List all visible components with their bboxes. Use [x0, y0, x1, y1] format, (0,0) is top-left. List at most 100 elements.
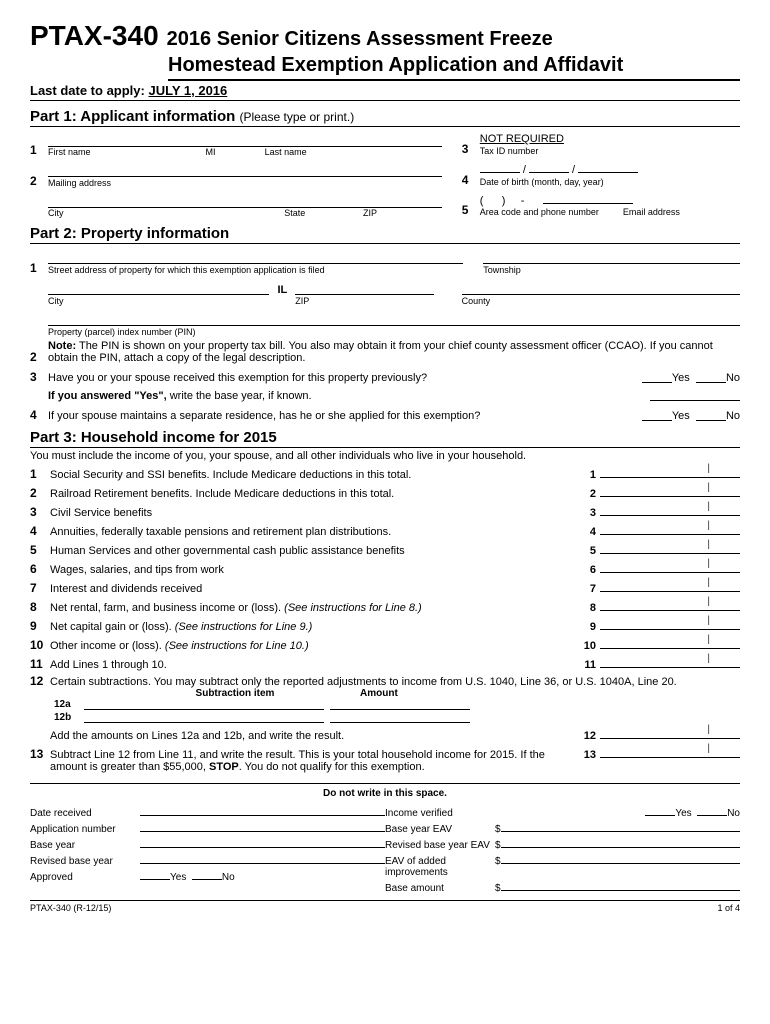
- footer-input[interactable]: [140, 853, 385, 864]
- line-num: 4: [30, 524, 50, 538]
- line-rnum: 4: [576, 526, 596, 538]
- line-num: 1: [30, 467, 50, 481]
- footer-input[interactable]: [501, 880, 740, 891]
- l12-rnum: 12: [576, 730, 596, 742]
- l12a-amt-input[interactable]: [330, 699, 470, 710]
- line-num: 3: [30, 505, 50, 519]
- apply-label: Last date to apply:: [30, 83, 145, 98]
- footer-input[interactable]: [501, 837, 740, 848]
- line-amt-input[interactable]: [600, 560, 740, 573]
- p1-num3: 3: [462, 142, 480, 156]
- q3b-rest: write the base year, if known.: [170, 390, 312, 402]
- part1-paren: (Please type or print.): [239, 110, 354, 124]
- line-desc: Other income or (loss). (See instruction…: [50, 640, 576, 652]
- prop-street-label: Street address of property for which thi…: [48, 265, 463, 275]
- line-desc: Civil Service benefits: [50, 507, 576, 519]
- footer-label: Base year: [30, 840, 140, 851]
- iv-yes[interactable]: [645, 805, 675, 816]
- q3-no-input[interactable]: [696, 372, 726, 383]
- page-foot-r: 1 of 4: [717, 903, 740, 913]
- iv-no[interactable]: [697, 805, 727, 816]
- prop-street-input[interactable]: [48, 250, 463, 264]
- l13-amt-input[interactable]: [600, 745, 740, 758]
- state-label: State: [284, 208, 363, 218]
- p2-zip-input[interactable]: [295, 281, 433, 295]
- part1-title: Part 1: Applicant information: [30, 108, 235, 125]
- base-year-input[interactable]: [650, 390, 680, 401]
- county-input[interactable]: [462, 281, 740, 295]
- q4-no-input[interactable]: [696, 410, 726, 421]
- l13-num: 13: [30, 747, 50, 761]
- line-rnum: 11: [576, 659, 596, 671]
- base-year-input3[interactable]: [710, 390, 740, 401]
- phone-input[interactable]: ( ) -: [480, 193, 740, 207]
- line-amt-input[interactable]: [600, 465, 740, 478]
- l12-amt-input[interactable]: [600, 726, 740, 739]
- line-desc: Human Services and other governmental ca…: [50, 545, 576, 557]
- footer-input[interactable]: [501, 853, 740, 864]
- dob-input[interactable]: / /: [480, 162, 740, 176]
- approved-no[interactable]: [192, 869, 222, 880]
- p2-num2: 2: [30, 350, 48, 364]
- line-desc: Add Lines 1 through 10.: [50, 659, 576, 671]
- form-subtitle: Homestead Exemption Application and Affi…: [168, 54, 740, 81]
- approved-yes[interactable]: [140, 869, 170, 880]
- line-num: 7: [30, 581, 50, 595]
- q3-yes-input[interactable]: [642, 372, 672, 383]
- note-text: The PIN is shown on your property tax bi…: [48, 340, 713, 364]
- p2-num3: 3: [30, 370, 48, 384]
- footer-input[interactable]: [140, 821, 385, 832]
- l12b-item-input[interactable]: [84, 712, 324, 723]
- line-rnum: 10: [576, 640, 596, 652]
- p2-city-label: City: [48, 296, 269, 306]
- l12a-item-input[interactable]: [84, 699, 324, 710]
- pin-input[interactable]: [48, 312, 740, 326]
- p1-num5: 5: [462, 203, 480, 217]
- township-input[interactable]: [483, 250, 740, 264]
- footer-label: Revised base year: [30, 856, 140, 867]
- p1-num4: 4: [462, 173, 480, 187]
- name-input[interactable]: [48, 133, 442, 147]
- csz-input[interactable]: [48, 194, 442, 208]
- no-label2: No: [726, 410, 740, 422]
- l12-desc: Certain subtractions. You may subtract o…: [50, 676, 740, 688]
- line-rnum: 3: [576, 507, 596, 519]
- footer-label: EAV of added improvements: [385, 856, 495, 878]
- no-label: No: [726, 372, 740, 384]
- l12-add: Add the amounts on Lines 12a and 12b, an…: [50, 730, 576, 742]
- line-desc: Net rental, farm, and business income or…: [50, 602, 576, 614]
- sub-h1: Subtraction item: [110, 688, 360, 699]
- mailing-input[interactable]: [48, 163, 442, 177]
- line-amt-input[interactable]: [600, 503, 740, 516]
- email-label: Email address: [623, 207, 680, 217]
- footer-input[interactable]: [140, 805, 385, 816]
- footer-label: Revised base year EAV: [385, 840, 495, 851]
- footer-input[interactable]: [501, 821, 740, 832]
- part3-title: Part 3: Household income for 2015: [30, 426, 740, 448]
- footer-label: Application number: [30, 824, 140, 835]
- line-amt-input[interactable]: [600, 598, 740, 611]
- line-amt-input[interactable]: [600, 484, 740, 497]
- line-amt-input[interactable]: [600, 617, 740, 630]
- line-amt-input[interactable]: [600, 541, 740, 554]
- line-desc: Social Security and SSI benefits. Includ…: [50, 469, 576, 481]
- p2-city-input[interactable]: [48, 281, 269, 295]
- l13-rnum: 13: [576, 749, 596, 761]
- line-amt-input[interactable]: [600, 636, 740, 649]
- line-rnum: 9: [576, 621, 596, 633]
- l12-num: 12: [30, 674, 50, 688]
- footer-title: Do not write in this space.: [30, 788, 740, 799]
- base-year-input2[interactable]: [680, 390, 710, 401]
- q4-yes-input[interactable]: [642, 410, 672, 421]
- l12b-amt-input[interactable]: [330, 712, 470, 723]
- line-amt-input[interactable]: [600, 522, 740, 535]
- footer-input[interactable]: [140, 837, 385, 848]
- line-amt-input[interactable]: [600, 579, 740, 592]
- line-amt-input[interactable]: [600, 655, 740, 668]
- footer-label: Base amount: [385, 883, 495, 894]
- line-desc: Wages, salaries, and tips from work: [50, 564, 576, 576]
- line-rnum: 6: [576, 564, 596, 576]
- not-required: NOT REQUIRED: [480, 133, 740, 145]
- p2-num1: 1: [30, 261, 48, 275]
- phone-label: Area code and phone number: [480, 207, 623, 217]
